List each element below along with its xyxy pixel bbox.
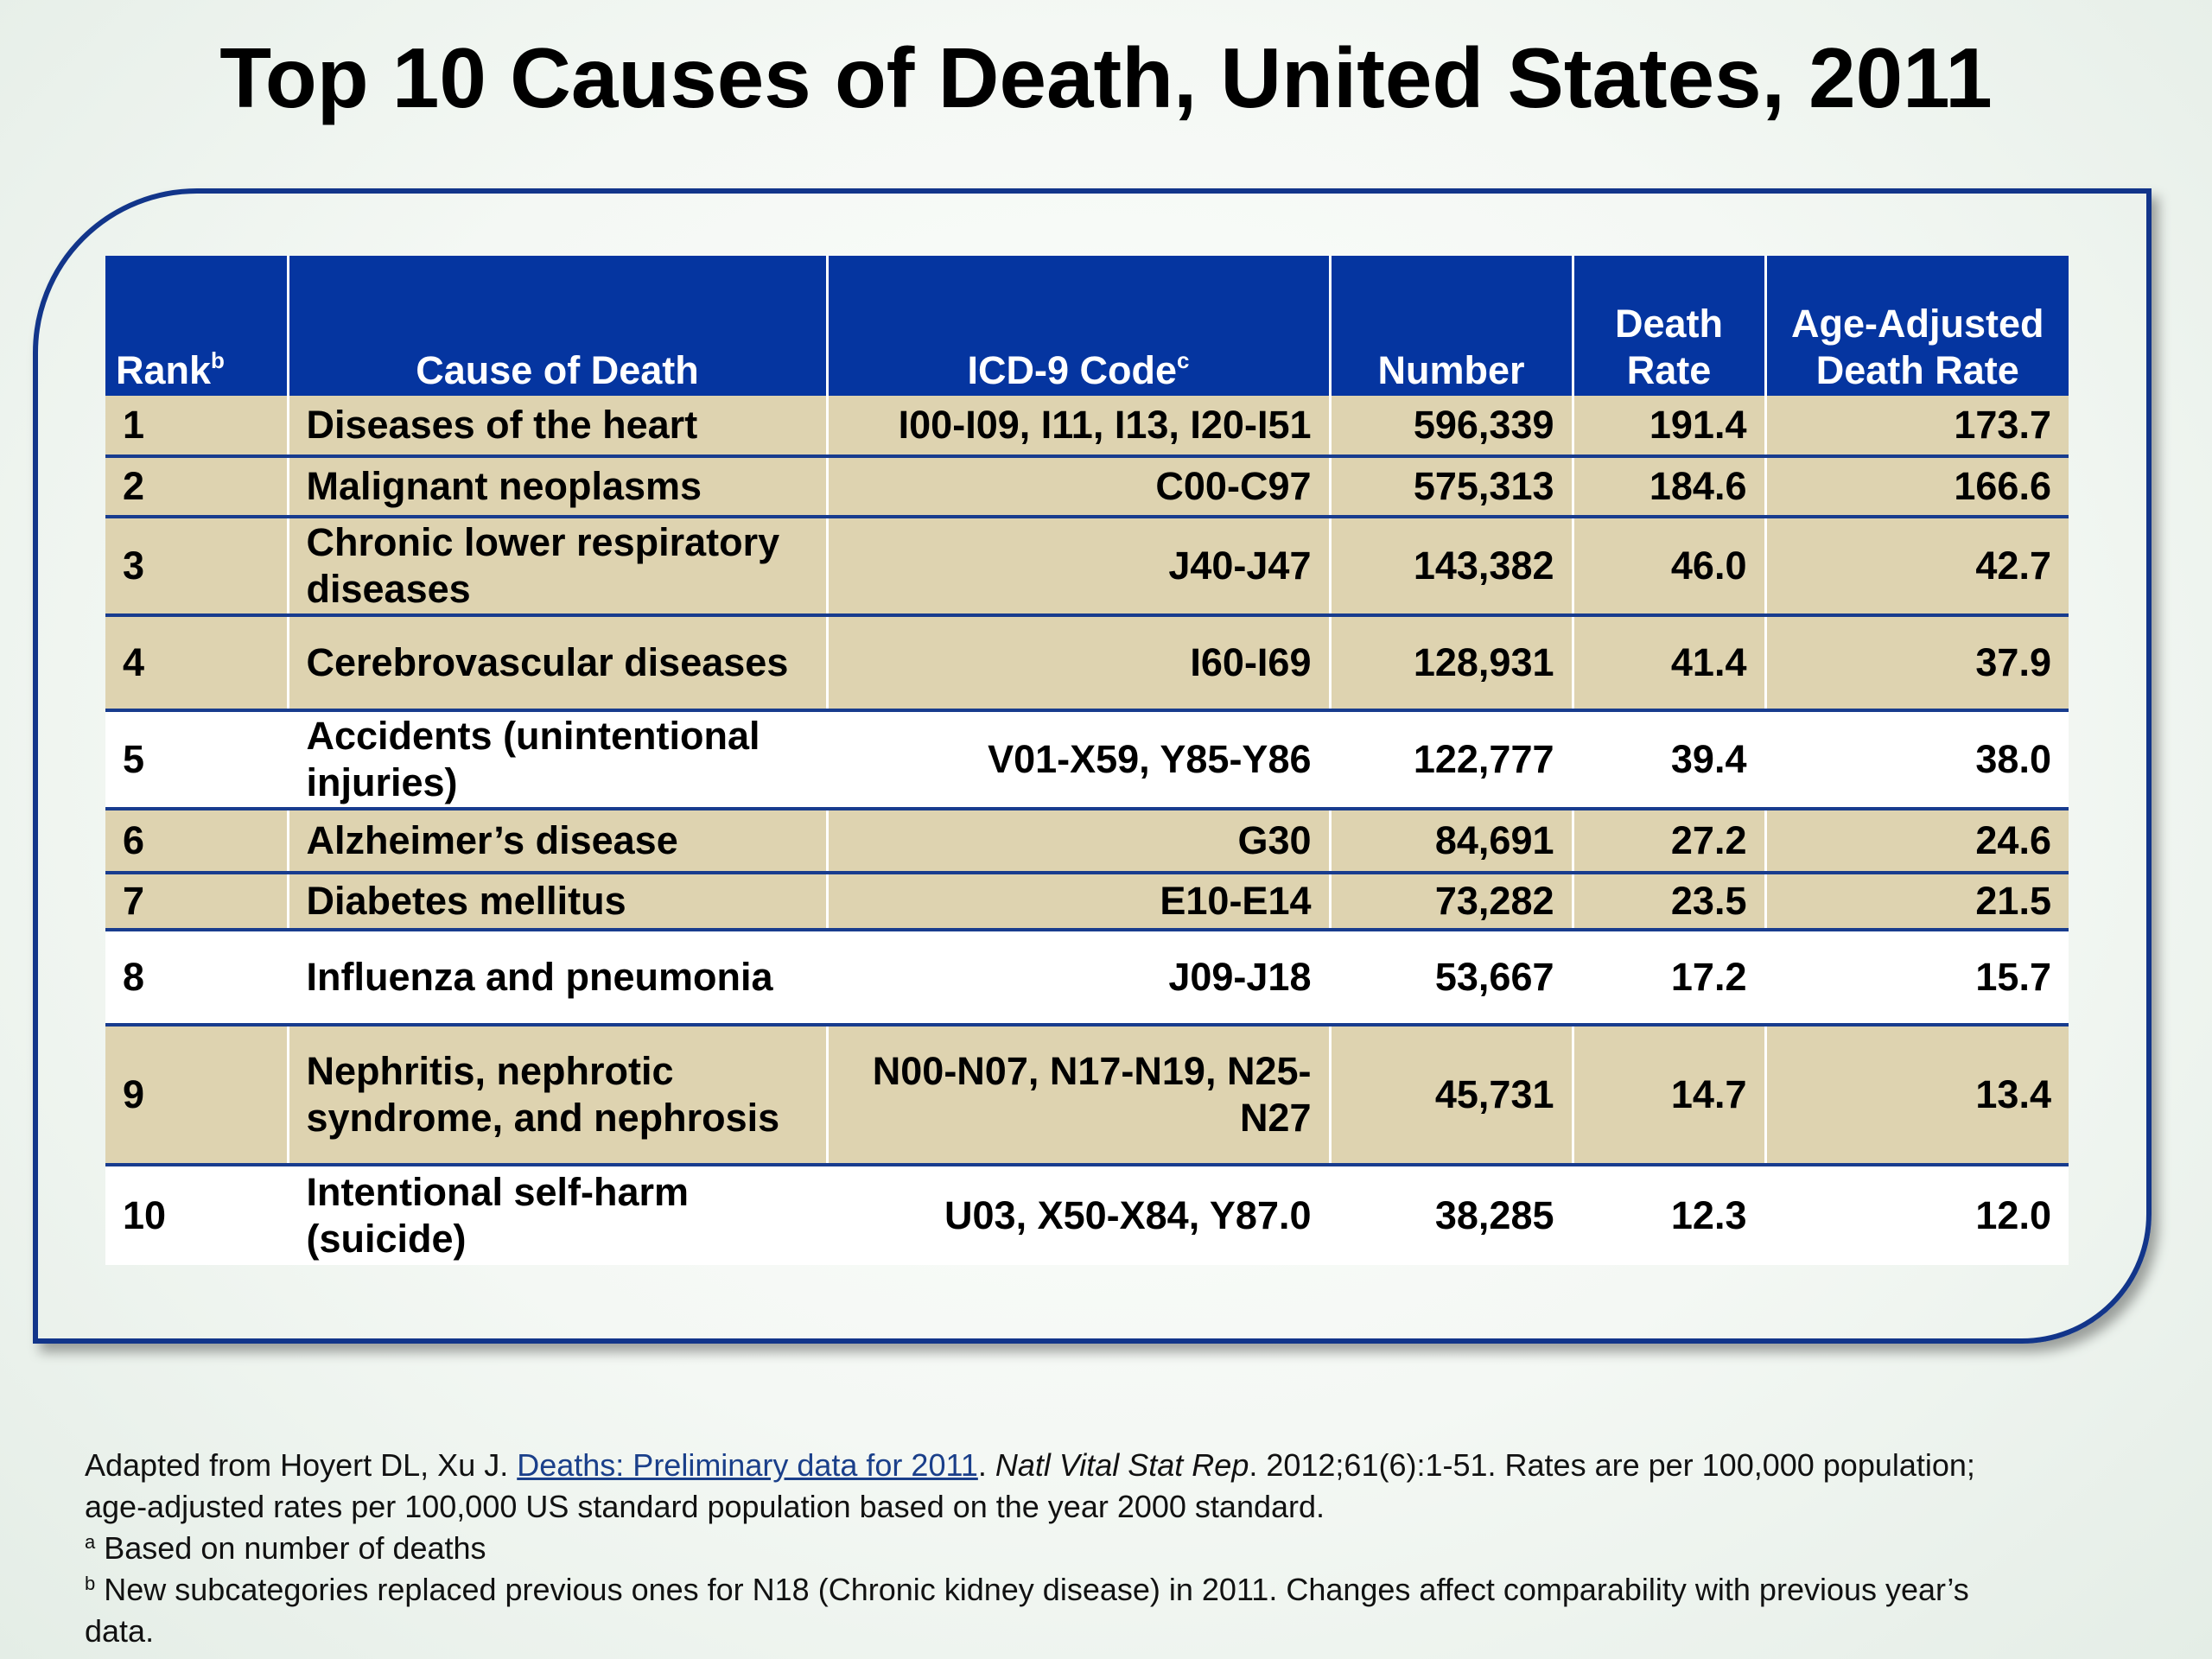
header-rank: Rankb <box>105 256 288 396</box>
rank-footnote-mark: b <box>211 347 225 373</box>
number-cell: 122,777 <box>1328 710 1573 810</box>
number-cell: 143,382 <box>1328 517 1573 617</box>
rank-cell: 2 <box>105 456 288 518</box>
header-cause: Cause of Death <box>286 256 827 396</box>
icd-cell: E10-E14 <box>825 873 1330 931</box>
cause-cell: Cerebrovascular diseases <box>286 615 827 712</box>
cause-cell: Chronic lower respiratory diseases <box>286 517 827 617</box>
age-adjusted-cell: 173.7 <box>1764 396 2069 458</box>
death-rate-cell: 184.6 <box>1571 456 1765 518</box>
number-cell: 45,731 <box>1328 1025 1573 1166</box>
table-row: 7 Diabetes mellitus E10-E14 73,282 23.5 … <box>105 873 2069 931</box>
table-row: 1 Diseases of the heart I00-I09, I11, I1… <box>105 396 2069 458</box>
age-adjusted-cell: 38.0 <box>1764 710 2069 810</box>
number-cell: 596,339 <box>1328 396 1573 458</box>
rank-cell: 8 <box>105 930 288 1027</box>
footnote-a: a Based on number of deaths <box>85 1530 486 1566</box>
age-adjusted-cell: 13.4 <box>1764 1025 2069 1166</box>
age-adjusted-cell: 15.7 <box>1764 930 2069 1027</box>
rank-cell: 9 <box>105 1025 288 1166</box>
death-rate-cell: 39.4 <box>1571 710 1765 810</box>
number-cell: 84,691 <box>1328 809 1573 874</box>
number-cell: 128,931 <box>1328 615 1573 712</box>
cause-cell: Diabetes mellitus <box>286 873 827 931</box>
death-rate-cell: 23.5 <box>1571 873 1765 931</box>
age-adjusted-cell: 21.5 <box>1764 873 2069 931</box>
table-row: 6 Alzheimer’s disease G30 84,691 27.2 24… <box>105 809 2069 874</box>
death-rate-cell: 27.2 <box>1571 809 1765 874</box>
causes-table: Rankb Cause of Death ICD-9 Codec Number … <box>105 256 2069 1265</box>
citation-footer: Adapted from Hoyert DL, Xu J. Deaths: Pr… <box>85 1445 2158 1652</box>
table-header-row: Rankb Cause of Death ICD-9 Codec Number … <box>105 256 2069 396</box>
citation-line-1: Adapted from Hoyert DL, Xu J. Deaths: Pr… <box>85 1447 1975 1483</box>
table-row: 10 Intentional self-harm (suicide) U03, X… <box>105 1165 2069 1265</box>
header-death-rate: Death Rate <box>1571 256 1765 396</box>
cause-cell: Accidents (unintentional injuries) <box>286 710 827 810</box>
age-adjusted-cell: 42.7 <box>1764 517 2069 617</box>
table-row: 5 Accidents (unintentional injuries) V01-… <box>105 710 2069 810</box>
rank-cell: 10 <box>105 1165 288 1265</box>
header-icd: ICD-9 Codec <box>825 256 1330 396</box>
death-rate-cell: 46.0 <box>1571 517 1765 617</box>
table-row: 3 Chronic lower respiratory diseases J40-… <box>105 517 2069 617</box>
report-link[interactable]: Deaths: Preliminary data for 2011 <box>517 1447 978 1483</box>
icd-cell: J40-J47 <box>825 517 1330 617</box>
table-row: 8 Influenza and pneumonia J09-J18 53,667… <box>105 930 2069 1027</box>
number-cell: 73,282 <box>1328 873 1573 931</box>
icd-cell: V01-X59, Y85-Y86 <box>825 710 1330 810</box>
header-number: Number <box>1328 256 1573 396</box>
icd-cell: J09-J18 <box>825 930 1330 1027</box>
cause-cell: Intentional self-harm (suicide) <box>286 1165 827 1265</box>
death-rate-cell: 17.2 <box>1571 930 1765 1027</box>
rank-cell: 6 <box>105 809 288 874</box>
journal-name: Natl Vital Stat Rep <box>995 1447 1249 1483</box>
age-adjusted-cell: 166.6 <box>1764 456 2069 518</box>
rank-cell: 1 <box>105 396 288 458</box>
age-adjusted-cell: 12.0 <box>1764 1165 2069 1265</box>
footnote-b: b New subcategories replaced previous on… <box>85 1572 1969 1649</box>
table-row: 9 Nephritis, nephrotic syndrome, and neph… <box>105 1025 2069 1166</box>
number-cell: 575,313 <box>1328 456 1573 518</box>
rank-cell: 3 <box>105 517 288 617</box>
cause-cell: Nephritis, nephrotic syndrome, and nephro… <box>286 1025 827 1166</box>
cause-cell: Influenza and pneumonia <box>286 930 827 1027</box>
icd-cell: U03, X50-X84, Y87.0 <box>825 1165 1330 1265</box>
table-row: 2 Malignant neoplasms C00-C97 575,313 18… <box>105 456 2069 518</box>
death-rate-cell: 14.7 <box>1571 1025 1765 1166</box>
cause-cell: Alzheimer’s disease <box>286 809 827 874</box>
death-rate-cell: 191.4 <box>1571 396 1765 458</box>
number-cell: 38,285 <box>1328 1165 1573 1265</box>
icd-footnote-mark: c <box>1177 347 1190 373</box>
icd-cell: I60-I69 <box>825 615 1330 712</box>
icd-cell: G30 <box>825 809 1330 874</box>
slide-title: Top 10 Causes of Death, United States, 2… <box>219 30 1993 125</box>
icd-cell: I00-I09, I11, I13, I20-I51 <box>825 396 1330 458</box>
table-row: 4 Cerebrovascular diseases I60-I69 128,9… <box>105 615 2069 712</box>
icd-cell: N00-N07, N17-N19, N25- N27 <box>825 1025 1330 1166</box>
death-rate-cell: 41.4 <box>1571 615 1765 712</box>
rank-cell: 4 <box>105 615 288 712</box>
citation-line-2: age-adjusted rates per 100,000 US standa… <box>85 1489 1325 1524</box>
age-adjusted-cell: 24.6 <box>1764 809 2069 874</box>
cause-cell: Diseases of the heart <box>286 396 827 458</box>
rank-cell: 7 <box>105 873 288 931</box>
cause-cell: Malignant neoplasms <box>286 456 827 518</box>
death-rate-cell: 12.3 <box>1571 1165 1765 1265</box>
age-adjusted-cell: 37.9 <box>1764 615 2069 712</box>
table-frame <box>33 188 2152 1344</box>
icd-cell: C00-C97 <box>825 456 1330 518</box>
rank-cell: 5 <box>105 710 288 810</box>
header-age-adjusted: Age-Adjusted Death Rate <box>1764 256 2069 396</box>
number-cell: 53,667 <box>1328 930 1573 1027</box>
